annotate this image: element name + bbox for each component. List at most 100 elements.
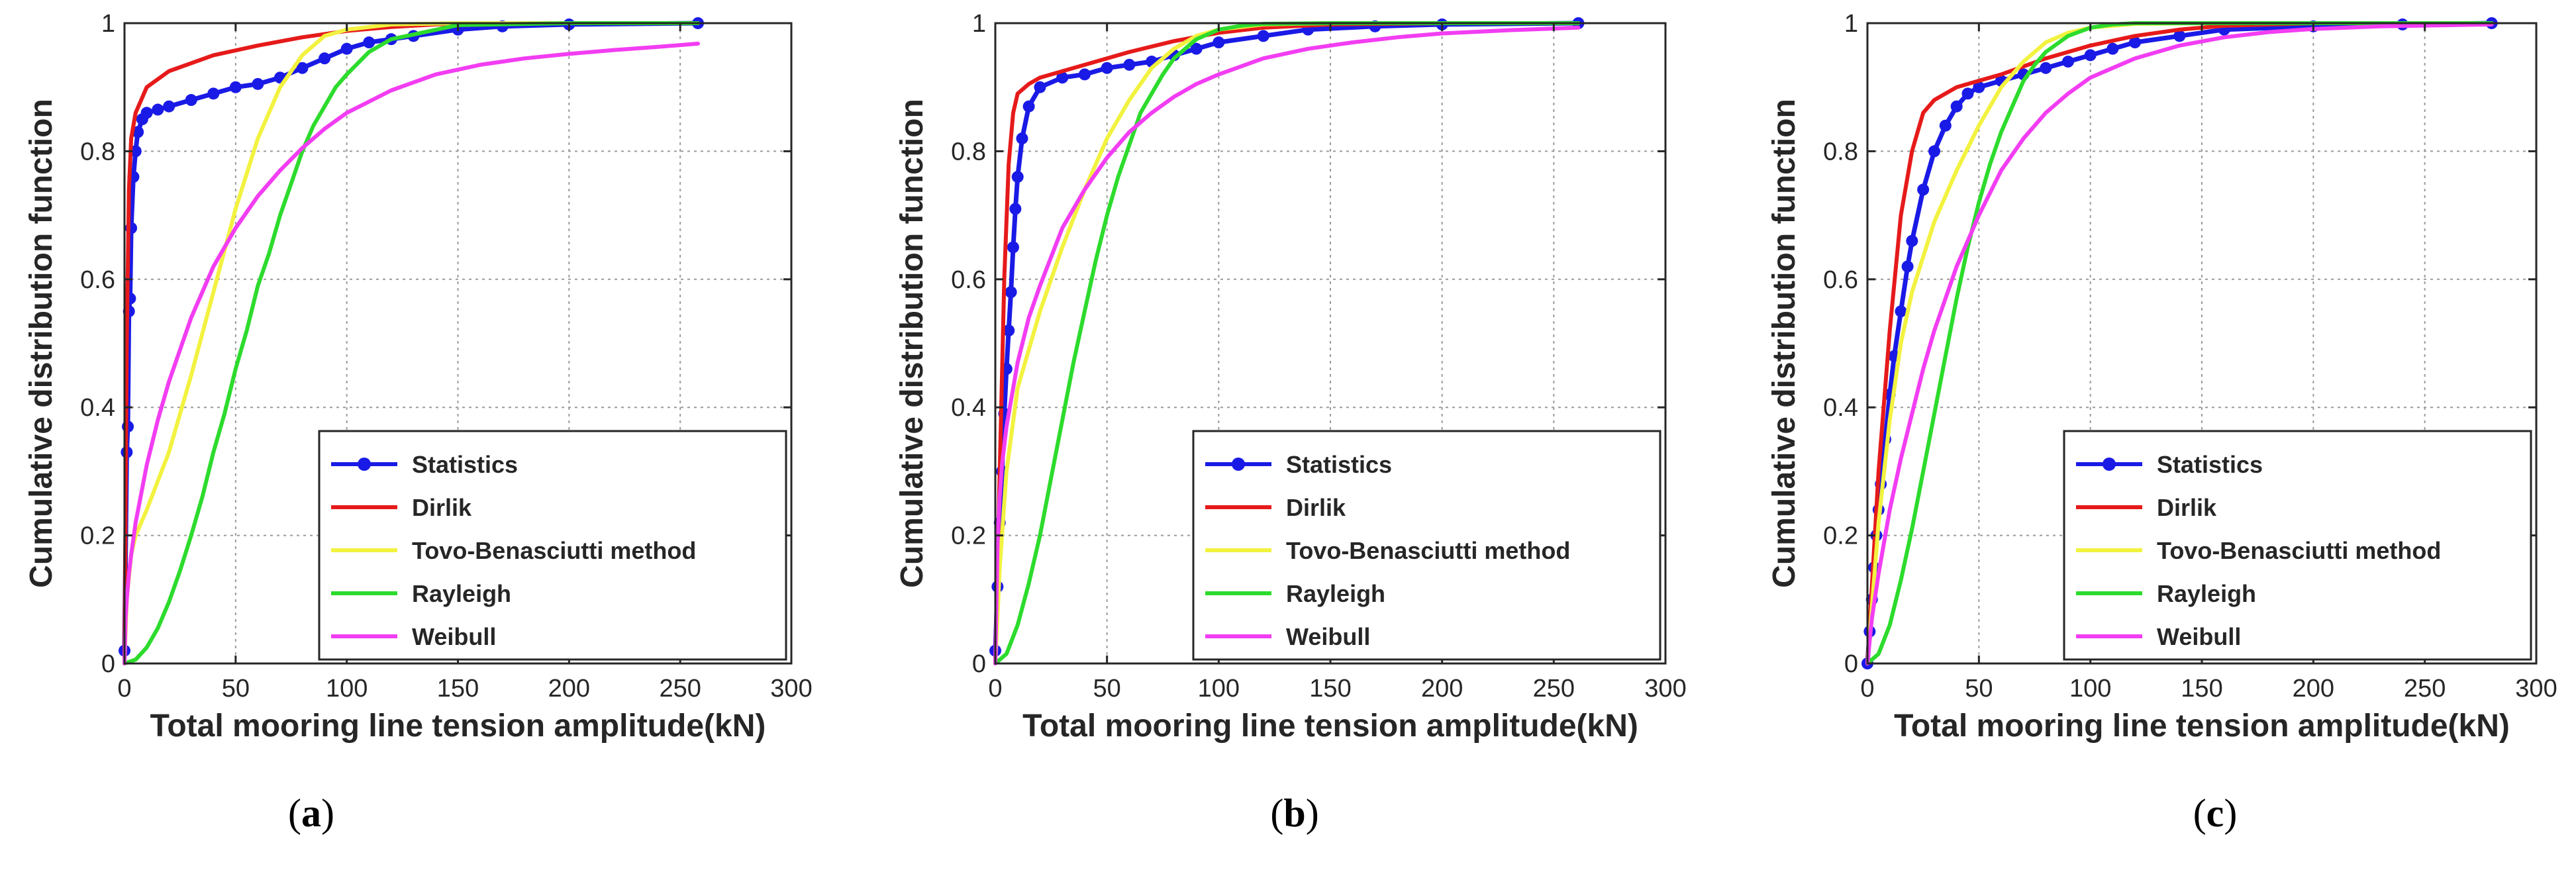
legend-label-dirlik: Dirlik xyxy=(412,494,472,521)
series-line-dirlik xyxy=(993,21,1581,665)
chart-panel-c: 0 50 100 150 200 250 300 0 0.2 0.4 0.6 0.8 1 Total mo… xyxy=(1767,10,2557,835)
x-tick-label: 100 xyxy=(326,675,368,703)
statistics-point xyxy=(1003,324,1015,337)
x-tick-label: 50 xyxy=(222,675,250,703)
legend-marker-statistics xyxy=(1232,458,1245,471)
x-tick-label: 150 xyxy=(2181,675,2222,703)
x-tick-label: 50 xyxy=(1965,675,1993,703)
y-axis-label: Cumulative distribution function xyxy=(24,99,59,588)
y-tick-label: 0.4 xyxy=(951,394,986,422)
legend-label-weibull: Weibull xyxy=(2157,623,2241,650)
x-tick-label: 300 xyxy=(2515,675,2557,703)
statistics-point xyxy=(1078,68,1091,81)
statistics-point xyxy=(2062,56,2074,68)
y-axis-label: Cumulative distribution function xyxy=(895,99,930,588)
statistics-point xyxy=(1056,72,1069,84)
statistics-point xyxy=(163,100,175,113)
legend-label-rayleigh: Rayleigh xyxy=(2157,580,2256,607)
x-tick-label: 200 xyxy=(548,675,590,703)
x-tick-label: 200 xyxy=(1421,675,1463,703)
statistics-point xyxy=(2084,49,2097,62)
y-tick-label: 0.8 xyxy=(1823,138,1858,166)
x-tick-label: 250 xyxy=(659,675,701,703)
statistics-point xyxy=(363,36,375,49)
y-tick-label: 0.8 xyxy=(951,138,986,166)
y-tick-label: 1 xyxy=(101,10,115,38)
x-tick-label: 250 xyxy=(2404,675,2446,703)
statistics-point xyxy=(1213,36,1225,49)
x-tick-label: 300 xyxy=(1644,675,1686,703)
statistics-point xyxy=(1917,183,1930,196)
statistics-point xyxy=(1101,62,1113,74)
panel-label-b: (b) xyxy=(1270,791,1318,835)
x-tick-label: 250 xyxy=(1533,675,1575,703)
legend-label-weibull: Weibull xyxy=(412,623,496,650)
legend-label-statistics: Statistics xyxy=(2157,451,2263,478)
legend: Statistics Dirlik Tovo-Benasciutti method R… xyxy=(1192,430,1661,661)
statistics-point xyxy=(2106,42,2119,55)
x-axis-label: Total mooring line tension amplitude(kN) xyxy=(150,709,766,744)
statistics-point xyxy=(2040,62,2052,74)
y-tick-label: 0.4 xyxy=(1823,394,1858,422)
statistics-point xyxy=(1022,100,1035,113)
statistics-point xyxy=(1895,305,1907,318)
y-tick-label: 0 xyxy=(972,650,986,678)
legend: Statistics Dirlik Tovo-Benasciutti method R… xyxy=(318,430,787,661)
legend-label-weibull: Weibull xyxy=(1286,623,1370,650)
statistics-point xyxy=(1928,145,1940,158)
statistics-point xyxy=(152,103,164,116)
x-tick-label: 300 xyxy=(770,675,812,703)
series-line-rayleigh xyxy=(1865,21,2494,665)
legend-label-tovo: Tovo-Benasciutti method xyxy=(412,537,696,564)
statistics-point xyxy=(1190,42,1203,55)
legend-box xyxy=(318,430,787,661)
y-tick-label: 0.6 xyxy=(1823,266,1858,294)
legend-box xyxy=(2063,430,2532,661)
y-tick-label: 0.2 xyxy=(80,522,115,550)
legend-marker-statistics xyxy=(358,458,371,471)
statistics-point xyxy=(2129,36,2141,49)
y-tick-label: 0.2 xyxy=(951,522,986,550)
series-line-weibull xyxy=(1865,22,2494,665)
y-axis-label: Cumulative distribution function xyxy=(1767,99,1802,588)
y-tick-label: 0.4 xyxy=(80,394,115,422)
legend-label-tovo: Tovo-Benasciutti method xyxy=(2157,537,2441,564)
y-tick-label: 0.8 xyxy=(80,138,115,166)
statistics-point xyxy=(1257,30,1269,42)
statistics-point xyxy=(1011,171,1024,183)
y-tick-label: 1 xyxy=(972,10,986,38)
statistics-point xyxy=(1950,100,1963,113)
statistics-point xyxy=(1007,241,1019,254)
panel-label-c: (c) xyxy=(2193,791,2238,835)
statistics-point xyxy=(1009,203,1022,215)
y-tick-label: 0.6 xyxy=(80,266,115,294)
x-tick-label: 100 xyxy=(2069,675,2111,703)
statistics-point xyxy=(1961,87,1974,100)
x-tick-label: 100 xyxy=(1198,675,1240,703)
series-line-rayleigh xyxy=(123,21,700,665)
x-axis-label: Total mooring line tension amplitude(kN) xyxy=(1022,709,1638,744)
statistics-point xyxy=(1123,58,1136,71)
x-tick-label: 150 xyxy=(437,675,479,703)
series-line-weibull xyxy=(993,25,1581,665)
statistics-point xyxy=(252,77,264,90)
chart-panel-b: 0 50 100 150 200 250 300 0 0.2 0.4 0.6 0.8 1 Total mo… xyxy=(895,10,1687,835)
series-line-dirlik xyxy=(1865,21,2494,665)
statistics-point xyxy=(2173,30,2186,42)
legend: Statistics Dirlik Tovo-Benasciutti method R… xyxy=(2063,430,2532,661)
x-tick-label: 50 xyxy=(1093,675,1121,703)
statistics-point xyxy=(1034,81,1046,93)
legend-label-statistics: Statistics xyxy=(1286,451,1392,478)
y-tick-label: 1 xyxy=(1844,10,1858,38)
legend-box xyxy=(1192,430,1661,661)
legend-label-statistics: Statistics xyxy=(412,451,518,478)
statistics-point xyxy=(207,87,220,100)
x-tick-label: 0 xyxy=(1860,675,1874,703)
x-tick-label: 0 xyxy=(117,675,131,703)
legend-marker-statistics xyxy=(2103,458,2116,471)
y-tick-label: 0 xyxy=(1844,650,1858,678)
chart-panel-a: 0 50 100 150 200 250 300 0 0.2 0.4 0.6 0.8 1 Total mo… xyxy=(24,10,813,835)
legend-label-rayleigh: Rayleigh xyxy=(1286,580,1385,607)
statistics-point xyxy=(1973,81,1985,93)
